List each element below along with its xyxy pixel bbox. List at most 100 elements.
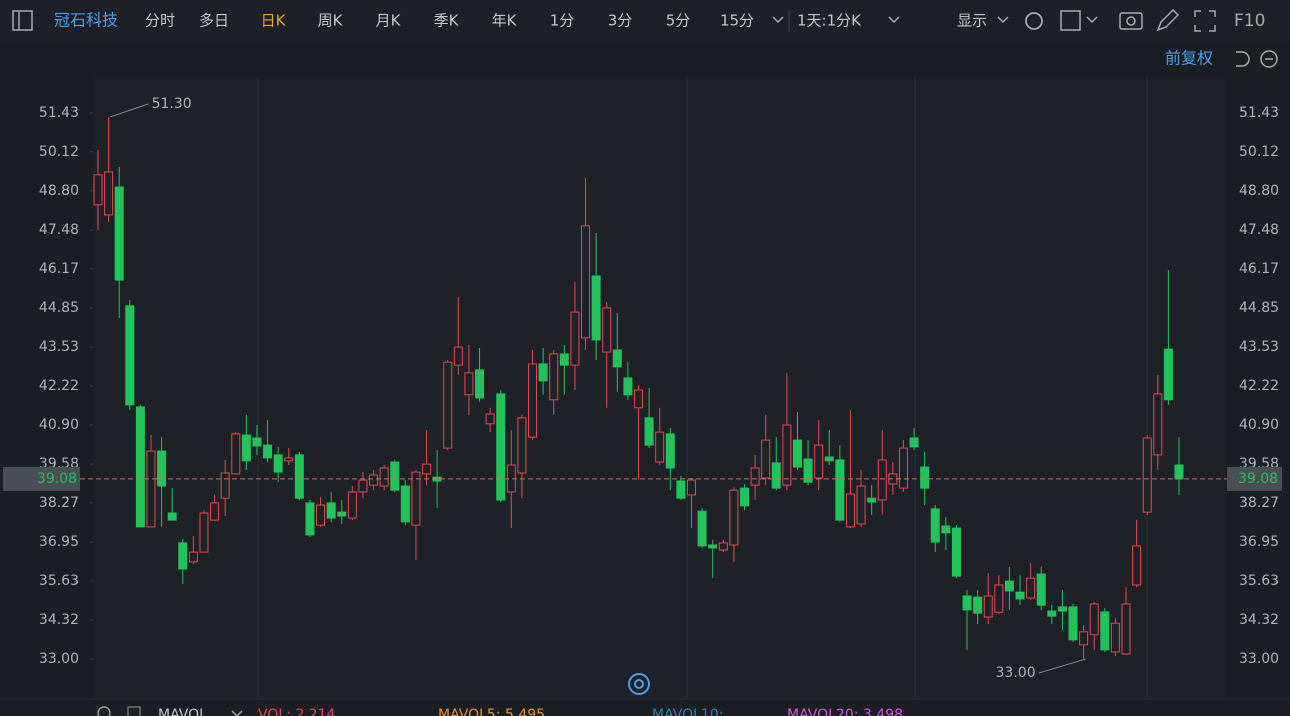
candle-body — [1068, 606, 1078, 641]
period-tab[interactable]: 多日 — [199, 12, 229, 30]
candle-body — [104, 171, 114, 216]
candle-body — [422, 463, 432, 475]
camera-icon[interactable] — [1119, 12, 1143, 30]
undo-icon[interactable] — [1236, 51, 1250, 67]
locate-icon[interactable] — [628, 673, 650, 695]
indicator-icon[interactable] — [127, 706, 141, 716]
candle-body — [1163, 348, 1173, 401]
period-select[interactable]: 1天:1分K — [797, 12, 862, 30]
candle-body — [1121, 603, 1131, 655]
candle-body — [517, 417, 527, 474]
period-tab[interactable]: 15分 — [720, 12, 754, 30]
fullscreen-icon[interactable] — [1194, 10, 1216, 32]
f10-button[interactable]: F10 — [1234, 11, 1265, 31]
period-tab[interactable]: 月K — [376, 12, 402, 30]
candle-body — [549, 353, 559, 401]
candle-body — [400, 485, 410, 523]
sidebar-toggle[interactable] — [12, 10, 33, 31]
candle-body — [93, 174, 103, 206]
candle-body — [665, 433, 675, 469]
period-tab[interactable]: 5分 — [666, 12, 691, 30]
period-tab[interactable]: 分时 — [145, 12, 175, 30]
candle-body — [528, 363, 538, 438]
dropdown-icon[interactable] — [1086, 16, 1098, 24]
candle-body — [464, 372, 474, 396]
stock-name[interactable]: 冠石科技 — [54, 11, 118, 30]
candle-body — [337, 511, 347, 517]
vertical-grid — [257, 78, 1148, 697]
period-tab[interactable]: 1分 — [550, 12, 575, 30]
y-tick-label: 44.85 — [39, 300, 79, 316]
candle-body — [210, 502, 220, 521]
period-tabs: 分时 多日 日K 周K 月K 季K 年K 1分 3分 5分 15分 — [145, 12, 754, 30]
candle-body — [453, 346, 463, 366]
y-tick-label-right: 35.63 — [1239, 573, 1279, 589]
candle-body — [962, 595, 972, 611]
candle-body — [241, 434, 251, 462]
candle-body — [1026, 577, 1036, 599]
candle-body — [941, 525, 951, 534]
candle-body — [803, 458, 813, 483]
dropdown-icon[interactable] — [772, 16, 784, 24]
y-tick-label: 35.63 — [39, 573, 79, 589]
candle-body — [1089, 603, 1099, 636]
period-tab[interactable]: 日K — [261, 12, 287, 30]
candle-body — [125, 305, 135, 406]
indicator-value: MAVOL5: 5.495 — [438, 707, 545, 716]
dropdown-icon[interactable] — [888, 16, 900, 24]
candle-body — [973, 596, 983, 614]
annotation-leader — [1038, 658, 1086, 674]
y-tick-label: 51.43 — [39, 105, 79, 121]
candle-body — [718, 542, 728, 551]
candle-body — [909, 437, 919, 448]
y-tick-label: 34.32 — [39, 612, 79, 628]
candle-body — [1153, 393, 1163, 456]
indicator-value: MAVOL10: — [652, 707, 723, 716]
zoom-out-icon[interactable] — [1260, 50, 1278, 68]
candle-body — [1174, 464, 1184, 480]
period-tab[interactable]: 季K — [434, 12, 460, 30]
candle-body — [898, 447, 908, 489]
candle-body — [305, 502, 315, 536]
y-tick-label-right: 43.53 — [1239, 339, 1279, 355]
dropdown-icon[interactable] — [997, 16, 1009, 24]
candle-body — [411, 471, 421, 526]
candle-body — [135, 406, 145, 528]
candle-body — [263, 444, 273, 459]
candle-body — [1004, 580, 1014, 592]
display-menu[interactable]: 显示 — [957, 12, 987, 30]
period-tab[interactable]: 年K — [492, 12, 518, 30]
layout-icon[interactable] — [1060, 10, 1081, 31]
indicator-name[interactable]: MAVOL — [158, 707, 207, 716]
period-tab[interactable]: 周K — [318, 12, 344, 30]
dropdown-icon[interactable] — [231, 710, 243, 716]
draw-icon[interactable] — [1156, 8, 1180, 32]
candle-body — [739, 487, 749, 507]
candle-body — [591, 275, 601, 341]
candle-body — [581, 225, 591, 339]
candle-body — [1142, 437, 1152, 513]
indicator-settings[interactable] — [97, 706, 111, 716]
candle-body — [951, 527, 961, 577]
candle-body — [146, 450, 156, 528]
y-tick-label-right: 48.80 — [1239, 183, 1279, 199]
candle-body — [602, 307, 612, 353]
candle-body — [316, 504, 326, 526]
indicator-values: VOL: 2.214 MAVOL5: 5.495 MAVOL10: MAVOL20: … — [258, 707, 903, 716]
last-price-label: 39.08 — [37, 471, 77, 487]
candle-body — [824, 456, 834, 462]
y-tick-label-right: 36.95 — [1239, 534, 1279, 550]
candle-body — [1079, 631, 1089, 646]
y-tick-label: 42.22 — [39, 378, 79, 394]
candle-body — [231, 433, 241, 475]
candle-body — [559, 353, 569, 366]
period-tab[interactable]: 3分 — [608, 12, 633, 30]
candle-body — [538, 363, 548, 382]
candle-body — [252, 437, 262, 447]
adjust-mode[interactable]: 前复权 — [1165, 49, 1213, 68]
candle-body — [729, 489, 739, 546]
last-price-box — [1227, 466, 1282, 491]
settings-icon[interactable] — [1025, 12, 1043, 30]
y-tick-label-right: 44.85 — [1239, 300, 1279, 316]
